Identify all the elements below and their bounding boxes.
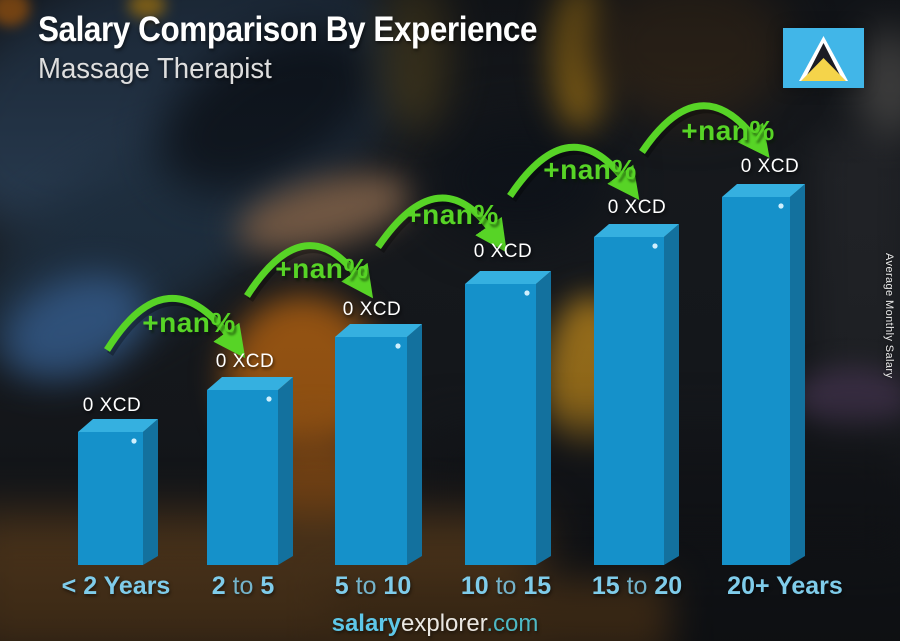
category-label-5: 20+ Years: [727, 572, 843, 600]
footer-brand[interactable]: salaryexplorer.com: [332, 610, 539, 638]
growth-arrow: [244, 242, 374, 299]
increase-label-1: +nan%: [275, 253, 369, 284]
bar-highlight-dot: [131, 438, 137, 444]
bar-10 to 15: [465, 271, 551, 565]
page-subtitle: Massage Therapist: [38, 53, 272, 85]
category-label-3: 10 to 15: [460, 572, 552, 600]
footer-brand-explorer: explorer: [401, 610, 487, 637]
bar-highlight-dot: [395, 343, 401, 349]
value-label-5: 0 XCD: [740, 156, 800, 177]
category-label-0: < 2 Years: [61, 572, 171, 600]
increase-label-3: +nan%: [543, 154, 637, 185]
value-label-1: 0 XCD: [215, 351, 275, 372]
bar-highlight-dot: [266, 396, 272, 402]
category-label-4: 15 to 20: [591, 572, 683, 600]
increase-label-2: +nan%: [405, 199, 499, 230]
growth-arrow: [104, 295, 246, 359]
growth-arrow: [507, 143, 640, 201]
increase-label-0: +nan%: [142, 307, 236, 338]
bar-20+ Years: [722, 184, 805, 565]
bar-highlight-dot: [652, 243, 658, 249]
value-label-0: 0 XCD: [82, 395, 142, 416]
bar-highlight-dot: [524, 290, 530, 296]
header: Salary Comparison By Experience Massage …: [38, 10, 592, 86]
category-label-1: 2 to 5: [211, 572, 275, 600]
footer-brand-com: .com: [486, 610, 539, 637]
value-label-4: 0 XCD: [607, 197, 667, 218]
value-label-3: 0 XCD: [473, 241, 533, 262]
category-label-2: 5 to 10: [334, 572, 412, 600]
increase-label-4: +nan%: [681, 115, 775, 146]
y-axis-label: Average Monthly Salary: [883, 253, 895, 379]
footer-brand-salary: salary: [331, 610, 401, 637]
bar-highlight-dot: [778, 203, 784, 209]
value-label-2: 0 XCD: [342, 299, 402, 320]
growth-arrow: [375, 194, 507, 253]
growth-arrow: [639, 102, 770, 158]
flag-triangle-gold: [801, 58, 846, 81]
bar-< 2 Years: [78, 419, 158, 565]
bar-2 to 5: [207, 377, 293, 565]
page-title: Salary Comparison By Experience: [38, 10, 538, 49]
saint-lucia-flag: [783, 28, 864, 88]
bar-15 to 20: [594, 224, 679, 565]
bar-5 to 10: [335, 324, 422, 565]
